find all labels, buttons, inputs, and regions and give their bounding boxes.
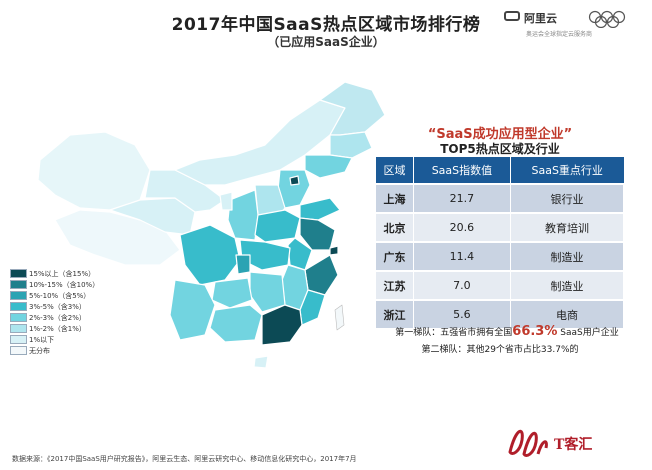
data-source: 数据来源：《2017中国SaaS用户研究报告》，阿里云生态、阿里云研究中心、移动…: [12, 455, 357, 463]
cell-industry: 制造业: [510, 270, 625, 300]
legend-swatch: [10, 324, 27, 333]
cell-region: 江苏: [376, 270, 414, 300]
region-guangdong: [261, 304, 303, 346]
tier1-note: 第一梯队：五强省市拥有全国66.3% SaaS用户企业: [376, 324, 638, 339]
region-beijing: [289, 175, 300, 186]
legend-label: 15%以上（含15%）: [29, 269, 96, 278]
cell-value: 20.6: [413, 212, 511, 242]
legend-item: 无分布: [10, 345, 99, 356]
cell-region: 上海: [376, 183, 414, 213]
region-sichuan: [179, 224, 241, 286]
tier1-prefix: 第一梯队：五强省市拥有全国: [395, 328, 513, 338]
legend-item: 2%-3%（含2%）: [10, 312, 99, 323]
region-liaoning: [304, 154, 353, 179]
table-row: 江苏 7.0 制造业: [376, 270, 625, 300]
logo-brand: 阿里云: [524, 12, 557, 25]
legend-label: 1%-2%（含1%）: [29, 324, 86, 333]
logo-tagline: 奥运会全球指定云服务商: [526, 31, 593, 38]
region-hunan: [249, 271, 286, 313]
region-henan: [254, 209, 301, 243]
region-jilin: [329, 131, 373, 159]
tier1-highlight: 66.3%: [512, 324, 558, 339]
region-guangxi: [209, 304, 263, 343]
region-yunnan: [169, 279, 216, 341]
legend-label: 3%-5%（含3%）: [29, 302, 86, 311]
olympic-rings-icon: [588, 10, 626, 28]
region-zhejiang: [304, 254, 339, 296]
page-title: 2017年中国SaaS热点区域市场排行榜: [171, 15, 481, 35]
legend-item: 3%-5%（含3%）: [10, 301, 99, 312]
tier2-note: 第二梯队：其他29个省市占比33.7%的: [421, 345, 579, 355]
region-xinjiang: [37, 131, 151, 211]
legend-swatch: [10, 291, 27, 300]
top5-table: 区域 SaaS指数值 SaaS重点行业 上海 21.7 银行业 北京 20.6 …: [376, 157, 625, 328]
legend-item: 15%以上（含15%）: [10, 268, 99, 279]
cell-region: 北京: [376, 212, 414, 242]
cell-region: 浙江: [376, 299, 414, 328]
region-hainan: [253, 355, 269, 369]
watermark: T客汇: [506, 422, 646, 462]
legend-label: 无分布: [29, 346, 50, 355]
legend-swatch: [10, 335, 27, 344]
region-ningxia: [219, 191, 233, 211]
cell-industry: 制造业: [510, 241, 625, 271]
watermark-logo-icon: [508, 429, 548, 457]
legend-swatch: [10, 280, 27, 289]
legend-label: 10%-15%（含10%）: [29, 280, 100, 289]
cell-value: 7.0: [413, 270, 511, 300]
header-industry: SaaS重点行业: [510, 157, 624, 184]
region-guizhou: [211, 277, 253, 309]
header-region: 区域: [376, 157, 414, 184]
legend-label: 2%-3%（含2%）: [29, 313, 86, 322]
region-shaanxi: [227, 189, 259, 241]
watermark-text: T客汇: [554, 437, 593, 453]
region-shandong: [299, 197, 341, 221]
cell-industry: 电商: [510, 299, 625, 328]
table-row: 北京 20.6 教育培训: [376, 212, 625, 242]
table-subtitle: TOP5热点区域及行业: [440, 142, 560, 156]
region-shanghai: [329, 245, 339, 256]
aliyun-mark-icon: [504, 11, 520, 21]
aliyun-logo: 阿里云 奥运会全球指定云服务商: [504, 10, 634, 42]
cell-value: 11.4: [413, 241, 511, 271]
legend-item: 1%-2%（含1%）: [10, 323, 99, 334]
legend-item: 10%-15%（含10%）: [10, 279, 99, 290]
table-title: “SaaS成功应用型企业”: [427, 127, 573, 142]
legend-item: 1%以下: [10, 334, 99, 345]
table-row: 上海 21.7 银行业: [376, 183, 625, 213]
legend-swatch: [10, 346, 27, 355]
legend-swatch: [10, 269, 27, 278]
legend-swatch: [10, 313, 27, 322]
header-index: SaaS指数值: [413, 157, 511, 184]
china-saas-map: [37, 81, 386, 369]
region-chongqing: [235, 254, 251, 275]
cell-value: 21.7: [413, 183, 511, 213]
cell-value: 5.6: [413, 299, 511, 328]
page-subtitle: （已应用SaaS企业）: [267, 35, 385, 49]
region-qinghai: [109, 197, 196, 236]
table-row: 浙江 5.6 电商: [376, 299, 625, 328]
legend-swatch: [10, 302, 27, 311]
cell-industry: 银行业: [510, 183, 625, 213]
tier1-suffix: SaaS用户企业: [557, 328, 619, 338]
legend-item: 5%-10%（含5%）: [10, 290, 99, 301]
legend-label: 5%-10%（含5%）: [29, 291, 91, 300]
map-legend: 15%以上（含15%） 10%-15%（含10%） 5%-10%（含5%） 3%-5%…: [10, 268, 99, 356]
table-header-row: 区域 SaaS指数值 SaaS重点行业: [376, 157, 624, 184]
cell-region: 广东: [376, 241, 414, 271]
table-row: 广东 11.4 制造业: [376, 241, 625, 271]
region-taiwan: [334, 304, 345, 331]
legend-label: 1%以下: [29, 335, 55, 344]
cell-industry: 教育培训: [510, 212, 625, 242]
